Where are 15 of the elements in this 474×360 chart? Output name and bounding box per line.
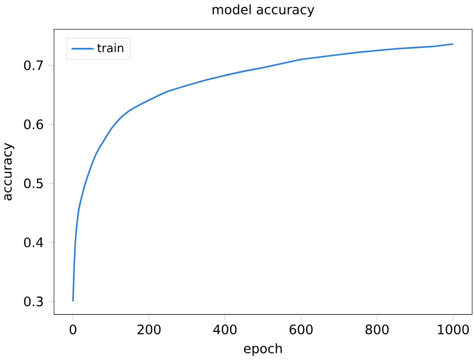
chart-title: model accuracy [212, 4, 314, 17]
x-tick-label: 600 [290, 324, 313, 334]
y-tick-label: 0.3 [24, 296, 43, 306]
x-tick-label: 800 [366, 324, 389, 334]
x-tick-label: 0 [70, 324, 76, 334]
y-tick-label: 0.5 [24, 178, 43, 188]
y-tick-label: 0.4 [24, 237, 44, 248]
x-tick-label: 1000 [438, 324, 469, 334]
x-tick-label: 400 [213, 324, 237, 334]
x-axis-title: epoch [244, 343, 282, 356]
y-tick-label: 0.6 [24, 119, 44, 130]
legend-label: train [97, 43, 124, 52]
y-tick-label: 0.7 [24, 60, 43, 70]
x-tick-label: 200 [138, 324, 161, 334]
y-axis-title: accuracy [4, 142, 14, 200]
